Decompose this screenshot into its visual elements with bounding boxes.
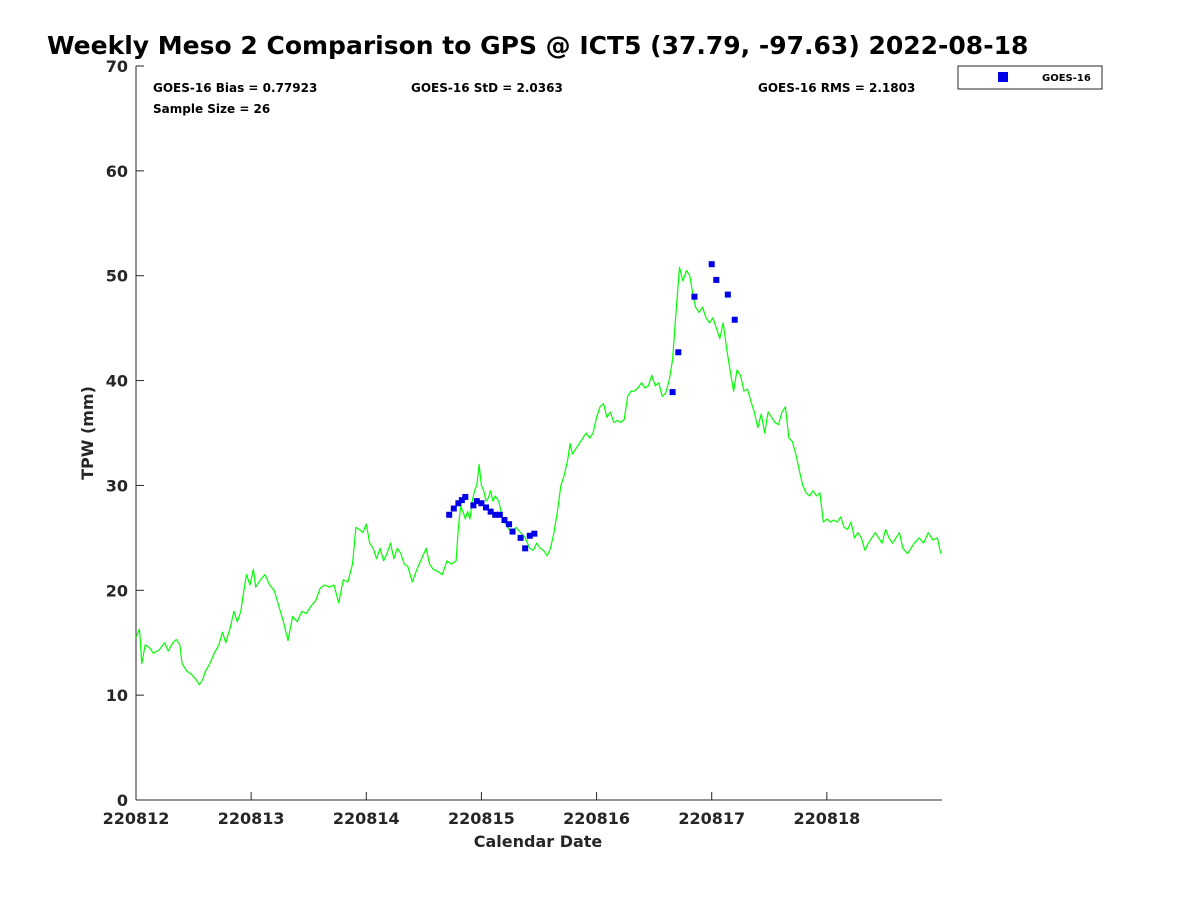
goes16-point	[522, 545, 529, 552]
goes16-point	[446, 511, 453, 518]
series-layer	[135, 261, 942, 686]
goes16-point	[675, 349, 682, 356]
goes16-point	[455, 500, 462, 507]
x-axis-label: Calendar Date	[474, 832, 603, 851]
legend: GOES-16	[957, 65, 1103, 90]
goes16-point	[473, 498, 480, 505]
goes16-point	[501, 517, 508, 524]
x-tick-label: 220817	[678, 809, 745, 828]
goes16-point	[517, 534, 524, 541]
goes16-point	[708, 261, 715, 268]
plot-frame	[136, 66, 942, 800]
stat-bias: GOES-16 Bias = 0.77923	[153, 81, 317, 95]
goes16-point	[691, 293, 698, 300]
goes16-point	[669, 389, 676, 396]
legend-box	[957, 65, 1103, 90]
x-ticks: 220812 220813 220814 220815 220816 220817 2208…	[103, 792, 860, 828]
x-tick-label: 220812	[103, 809, 170, 828]
goes16-point	[506, 521, 513, 528]
goes16-point	[492, 511, 499, 518]
goes16-point	[526, 532, 533, 539]
y-tick-label: 50	[106, 267, 128, 286]
stat-rms: GOES-16 RMS = 2.1803	[758, 81, 915, 95]
goes16-point	[462, 493, 469, 500]
y-ticks: 0 10 20 30 40 50 60 70	[106, 57, 144, 810]
y-tick-label: 70	[106, 57, 128, 76]
legend-label-goes16: GOES-16	[1042, 73, 1091, 84]
goes16-point	[483, 504, 490, 511]
legend-marker-goes16	[998, 72, 1008, 82]
x-tick-label: 220814	[333, 809, 400, 828]
gps-tpw-line	[135, 266, 942, 686]
goes16-point	[713, 276, 720, 283]
goes16-point	[509, 528, 516, 535]
goes16-point	[724, 291, 731, 298]
y-tick-label: 40	[106, 372, 128, 391]
goes16-point	[470, 502, 477, 509]
y-tick-label: 30	[106, 476, 128, 495]
goes16-point	[531, 530, 538, 537]
goes16-point	[487, 508, 494, 515]
goes16-point	[496, 511, 503, 518]
goes16-point	[478, 500, 485, 507]
y-tick-label: 10	[106, 686, 128, 705]
plot-area: 0 10 20 30 40 50 60 70 220812 220813 220814 220815…	[103, 57, 942, 828]
goes16-point	[731, 316, 738, 323]
stat-std: GOES-16 StD = 2.0363	[411, 81, 563, 95]
stats-annotations: GOES-16 Bias = 0.77923 GOES-16 StD = 2.0…	[153, 81, 915, 116]
goes16-point	[450, 505, 457, 512]
y-tick-label: 20	[106, 581, 128, 600]
stat-sample-size: Sample Size = 26	[153, 102, 270, 116]
y-tick-label: 0	[117, 791, 128, 810]
x-tick-label: 220813	[218, 809, 285, 828]
y-axis-label: TPW (mm)	[78, 386, 97, 480]
x-tick-label: 220816	[563, 809, 630, 828]
chart-title: Weekly Meso 2 Comparison to GPS @ ICT5 (…	[47, 31, 1028, 60]
goes16-point	[458, 497, 465, 504]
x-tick-label: 220818	[793, 809, 860, 828]
x-tick-label: 220815	[448, 809, 515, 828]
y-tick-label: 60	[106, 162, 128, 181]
